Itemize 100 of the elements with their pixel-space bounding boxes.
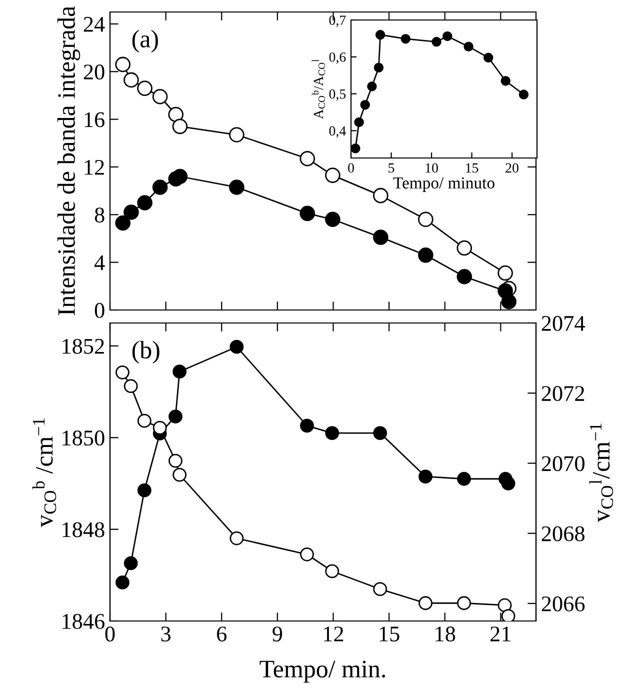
point <box>230 531 244 546</box>
point <box>325 168 340 183</box>
y-tick-label: 16 <box>84 112 104 128</box>
point <box>442 31 452 42</box>
point <box>373 426 388 440</box>
point <box>456 268 472 284</box>
point <box>137 414 152 428</box>
point <box>325 564 340 578</box>
point <box>172 168 188 184</box>
point <box>373 188 388 204</box>
y2-tick-label: 2066 <box>542 596 585 612</box>
y-tick-label: 0 <box>94 302 104 318</box>
point <box>325 212 340 228</box>
point <box>351 144 360 154</box>
point <box>115 215 130 231</box>
point <box>456 240 472 256</box>
x-tick-label: 15 <box>380 626 400 642</box>
y-axis-title: A$_{CO}$$^{b}$/A$_{CO}$$^{l}$ <box>312 59 326 119</box>
point <box>354 117 364 128</box>
point <box>124 204 139 220</box>
point <box>300 547 314 562</box>
point <box>375 30 386 40</box>
point <box>230 340 244 354</box>
point <box>484 52 494 62</box>
y2-tick-label: 2072 <box>542 386 584 402</box>
point <box>501 294 516 310</box>
x-axis-title: Tempo/ minuto <box>393 177 494 192</box>
point <box>367 82 377 92</box>
point <box>172 468 187 482</box>
point <box>501 476 516 490</box>
point <box>518 90 529 100</box>
y2-tick-label: 2070 <box>542 456 584 472</box>
point <box>116 365 130 380</box>
point <box>115 56 130 72</box>
point <box>229 127 244 142</box>
point <box>501 609 516 621</box>
point <box>457 596 471 610</box>
point <box>172 364 187 379</box>
point <box>124 556 138 570</box>
point <box>137 195 152 210</box>
y-axis-title: v$_{CO}$$^{b}$ /cm$^{−1}$ <box>32 418 56 528</box>
y-tick-label: 1852 <box>62 338 104 354</box>
point <box>373 582 388 596</box>
y-tick-label: 0,4 <box>329 126 346 138</box>
point <box>400 34 410 44</box>
x-tick-label: 0 <box>105 626 115 642</box>
point <box>116 576 130 590</box>
point <box>137 80 152 96</box>
y-tick-label: 0,6 <box>329 52 346 64</box>
point <box>374 62 384 72</box>
x-tick-label: 10 <box>426 163 438 173</box>
x-tick-label: 0 <box>348 163 354 173</box>
y-axis-title: Intensidade de banda integrada <box>57 6 80 316</box>
x-tick-label: 5 <box>388 163 394 173</box>
point <box>418 470 432 484</box>
point <box>172 118 188 134</box>
annotation: (b) <box>132 340 160 364</box>
y-tick-label: 1850 <box>62 430 104 446</box>
y2-axis-title: v$_{CO}$$^{l}$/cm$^{−1}$ <box>589 424 614 522</box>
point <box>124 379 138 394</box>
y2-tick-label: 2074 <box>542 316 585 331</box>
y-tick-label: 1846 <box>62 614 104 629</box>
point <box>300 206 316 222</box>
point <box>498 598 512 612</box>
point <box>464 42 474 52</box>
point <box>500 76 510 86</box>
x-tick-label: 21 <box>490 626 510 642</box>
y-tick-label: 8 <box>94 208 104 223</box>
point <box>325 426 340 440</box>
x-tick-label: 3 <box>161 626 170 642</box>
point <box>498 265 513 281</box>
point <box>373 230 388 245</box>
x-tick-label: 18 <box>436 626 456 642</box>
y-tick-label: 24 <box>84 16 105 32</box>
point <box>418 212 434 228</box>
point <box>300 150 316 166</box>
point <box>124 72 139 88</box>
point <box>457 472 471 486</box>
annotation: (a) <box>132 30 158 53</box>
x-tick-label: 9 <box>272 626 282 642</box>
x-tick-label: 6 <box>217 626 227 642</box>
point <box>152 180 168 195</box>
x-tick-label: 20 <box>506 163 518 173</box>
point <box>229 180 244 195</box>
point <box>418 248 434 263</box>
point <box>418 596 432 610</box>
point <box>432 36 442 47</box>
point <box>360 100 370 110</box>
point <box>168 106 184 122</box>
point <box>168 410 182 424</box>
x-tick-label: 15 <box>466 163 478 173</box>
x-axis-title: Tempo/ min. <box>260 660 386 683</box>
y-tick-label: 20 <box>84 64 104 80</box>
y2-tick-label: 2068 <box>542 526 584 542</box>
point <box>137 483 152 498</box>
point <box>168 454 182 468</box>
y-tick-label: 4 <box>94 255 105 270</box>
y-tick-label: 1848 <box>62 522 104 538</box>
y-tick-label: 0,5 <box>329 89 346 101</box>
point <box>300 418 314 433</box>
